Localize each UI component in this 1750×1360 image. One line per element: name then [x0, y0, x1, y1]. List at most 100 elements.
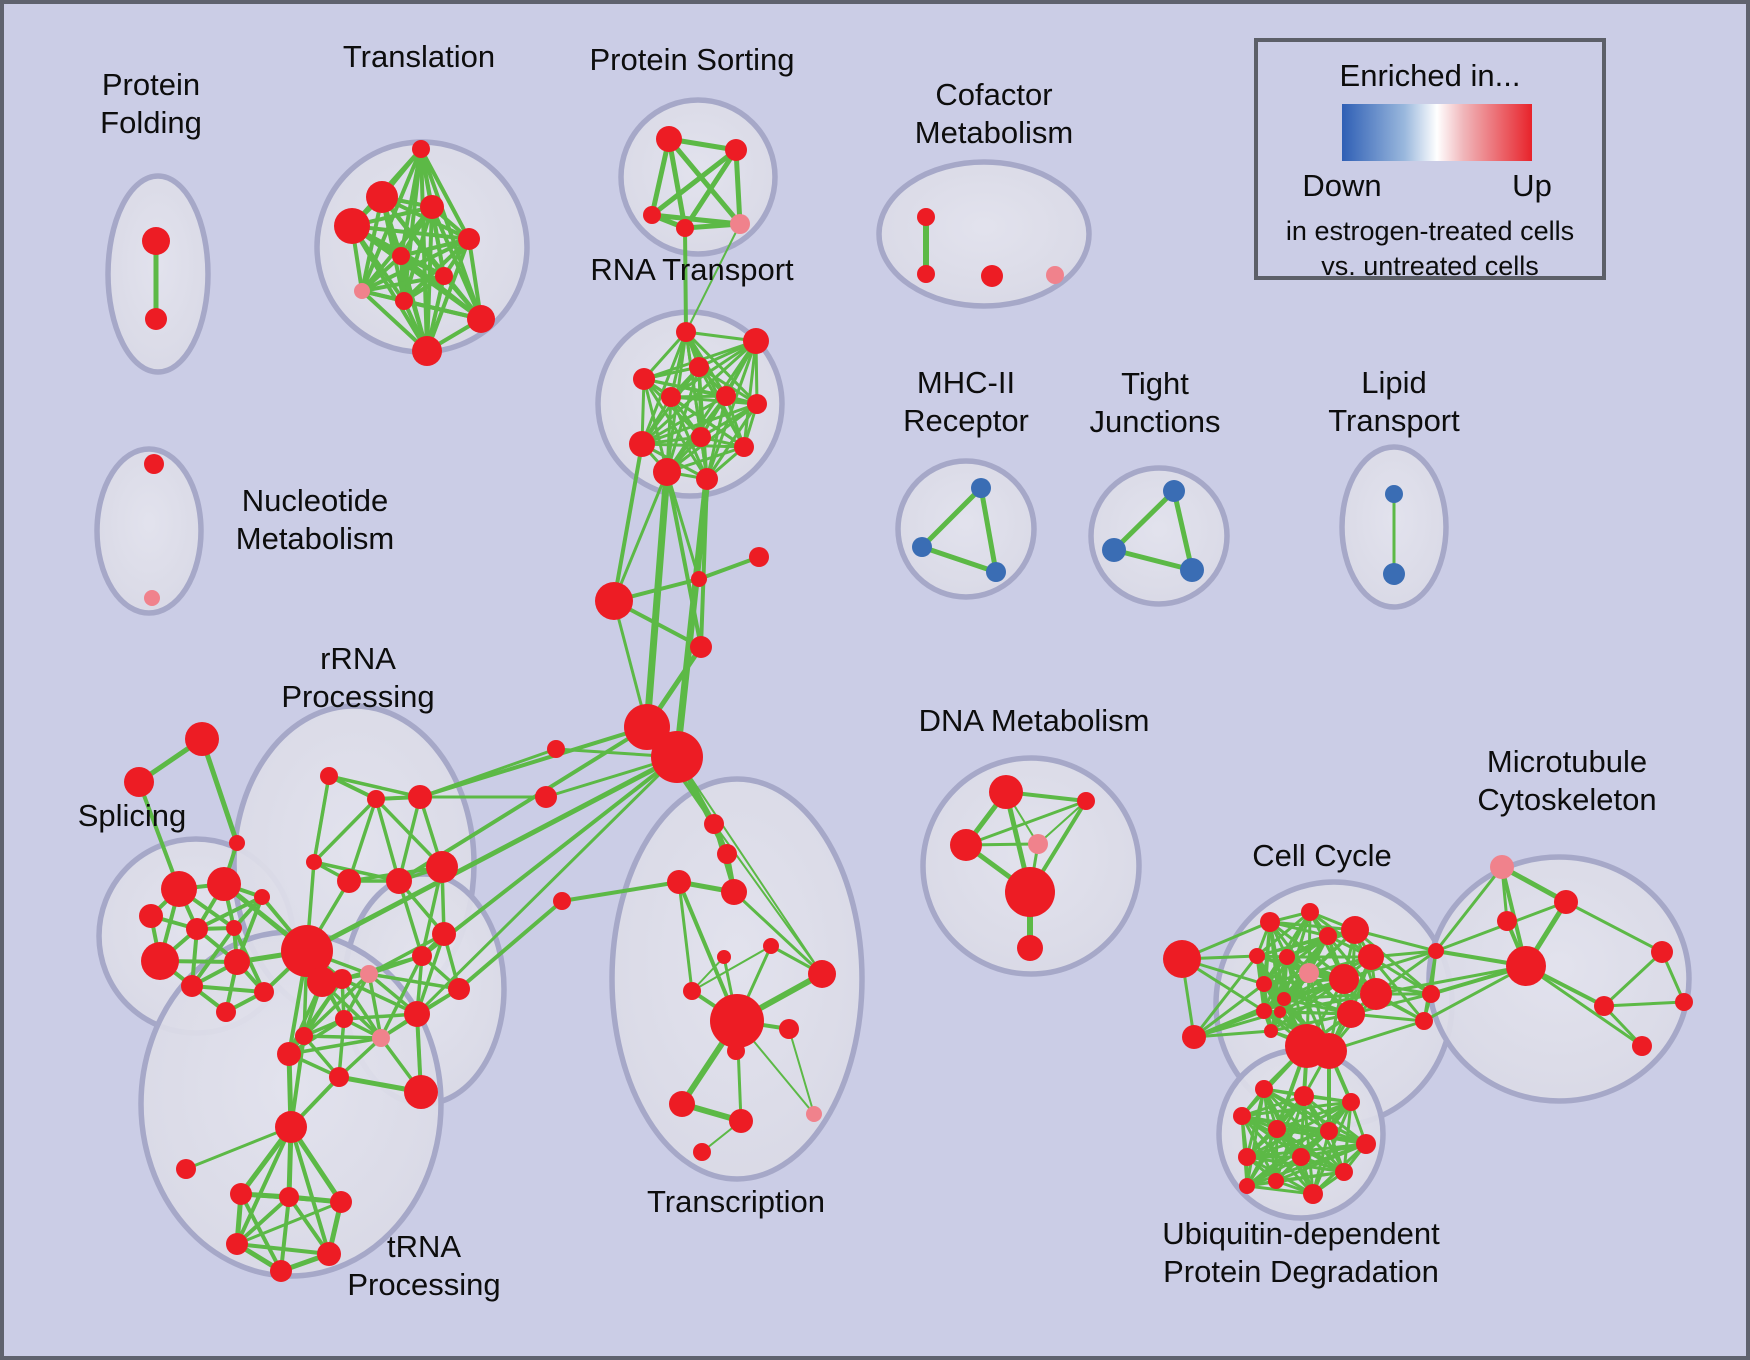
- cluster-label-rrna-line1: rRNA: [320, 641, 396, 676]
- edge-ub: [1342, 1100, 1353, 1174]
- geneset-node-tr-11: [669, 1091, 695, 1117]
- cluster-label-spl: Splicing: [78, 798, 187, 833]
- geneset-node-rrna-10: [432, 922, 456, 946]
- geneset-node-ub-4: [1320, 1122, 1338, 1140]
- edge-rrna: [312, 860, 401, 883]
- edge-link-bb-rrna: [418, 747, 558, 799]
- edge-rrna: [415, 932, 446, 1016]
- edge-mc: [1564, 900, 1664, 954]
- edge-rrna: [340, 977, 383, 1040]
- geneset-node-rna-5: [716, 386, 736, 406]
- cluster-label-mc-line2: Cytoskeleton: [1477, 782, 1656, 817]
- geneset-node-rna-2: [633, 368, 655, 390]
- geneset-node-rrna-19: [426, 851, 458, 883]
- geneset-node-ub-0: [1255, 1080, 1273, 1098]
- edge-mc: [1602, 1000, 1686, 1008]
- edge-rna: [640, 402, 759, 446]
- geneset-node-mc-3: [1506, 946, 1546, 986]
- edge-tln: [419, 147, 471, 241]
- geneset-node-rrna-20: [307, 967, 337, 997]
- geneset-node-rrna-17: [329, 1067, 349, 1087]
- cluster-label-trna-line2: Processing: [347, 1267, 500, 1302]
- geneset-node-ub-2: [1233, 1107, 1251, 1125]
- cluster-label-cf-line1: Cofactor: [935, 77, 1052, 112]
- geneset-node-ub-6: [1356, 1134, 1376, 1154]
- edge-ps: [666, 136, 688, 231]
- edge-rna: [665, 339, 758, 474]
- geneset-node-spl-3: [139, 904, 163, 928]
- cluster-ellipse-dna: [920, 755, 1142, 977]
- geneset-node-nm-0: [144, 454, 164, 474]
- edge-ub: [1240, 1094, 1306, 1118]
- geneset-node-rrna-0: [320, 767, 338, 785]
- geneset-node-cc-3: [1260, 912, 1280, 932]
- geneset-node-spl-0: [161, 871, 197, 907]
- geneset-node-bb-8: [553, 892, 571, 910]
- legend-gradient-bar: [1342, 104, 1532, 161]
- geneset-node-cc-15: [1358, 944, 1384, 970]
- edge-tj: [1111, 547, 1195, 573]
- geneset-node-cc-2: [1249, 948, 1265, 964]
- edge-link-rna-bb: [665, 470, 703, 649]
- edge-trna: [184, 1125, 293, 1171]
- edge-rrna: [347, 797, 378, 883]
- edge-link-bb-rrna: [304, 754, 680, 954]
- geneset-node-mc-5: [1651, 941, 1673, 963]
- geneset-node-rrna-6: [281, 925, 333, 977]
- edge-link-rna-bb: [612, 442, 644, 603]
- edge-rrna: [312, 797, 378, 864]
- cluster-ellipse-nm: [94, 446, 204, 616]
- edge-rrna: [312, 774, 331, 864]
- geneset-node-bb-7: [535, 786, 557, 808]
- edge-cc: [1192, 1029, 1273, 1039]
- edge-link-ps-rna: [683, 226, 688, 334]
- geneset-node-cc-4: [1301, 903, 1319, 921]
- geneset-node-cc-5: [1319, 927, 1337, 945]
- cluster-label-trna-line1: tRNA: [387, 1229, 461, 1264]
- cluster-ellipse-cf: [876, 159, 1092, 309]
- geneset-node-cc-8: [1279, 949, 1295, 965]
- geneset-node-ps-2: [643, 206, 661, 224]
- cluster-label-pf-line2: Folding: [100, 105, 202, 140]
- edge-ps: [733, 147, 743, 227]
- edge-mc: [1524, 964, 1644, 1048]
- geneset-node-spl-7: [224, 949, 250, 975]
- geneset-node-rrna-16: [277, 1042, 301, 1066]
- edge-tln: [419, 147, 483, 321]
- geneset-node-bb-1: [691, 571, 707, 587]
- edge-link-bb-rrna: [415, 755, 679, 1016]
- geneset-node-ub-10: [1239, 1178, 1255, 1194]
- edge-dna: [964, 799, 1088, 847]
- geneset-node-mc-1: [1554, 890, 1578, 914]
- geneset-node-spl-4: [186, 918, 208, 940]
- geneset-node-tln-6: [435, 267, 453, 285]
- geneset-node-tln-1: [366, 181, 398, 213]
- geneset-node-rna-3: [689, 357, 709, 377]
- edge-ps: [666, 136, 743, 227]
- edge-cc: [1353, 928, 1433, 996]
- edge-ps: [649, 147, 739, 218]
- geneset-node-bb-10: [124, 767, 154, 797]
- geneset-node-rrna-8: [360, 965, 378, 983]
- geneset-node-rna-9: [734, 437, 754, 457]
- edge-tr: [788, 1028, 815, 1115]
- edge-cc: [1192, 982, 1266, 1039]
- geneset-node-tln-7: [354, 283, 370, 299]
- geneset-node-tr-13: [806, 1106, 822, 1122]
- edge-ub: [1274, 1170, 1346, 1183]
- geneset-node-tln-0: [412, 140, 430, 158]
- edge-link-rna-bb: [699, 477, 709, 649]
- geneset-node-cc-10: [1256, 1003, 1272, 1019]
- geneset-node-tln-10: [412, 336, 442, 366]
- edge-link-bb-tr: [560, 880, 681, 903]
- geneset-node-cc-17: [1337, 1000, 1365, 1028]
- geneset-node-tr-8: [710, 994, 764, 1048]
- geneset-node-tj-1: [1102, 538, 1126, 562]
- geneset-node-rrna-14: [295, 1027, 313, 1045]
- geneset-node-pf-1: [145, 308, 167, 330]
- legend-caption-line1: in estrogen-treated cells: [1285, 216, 1575, 246]
- cluster-label-lt-line2: Transport: [1328, 403, 1460, 438]
- edge-tln: [430, 205, 483, 321]
